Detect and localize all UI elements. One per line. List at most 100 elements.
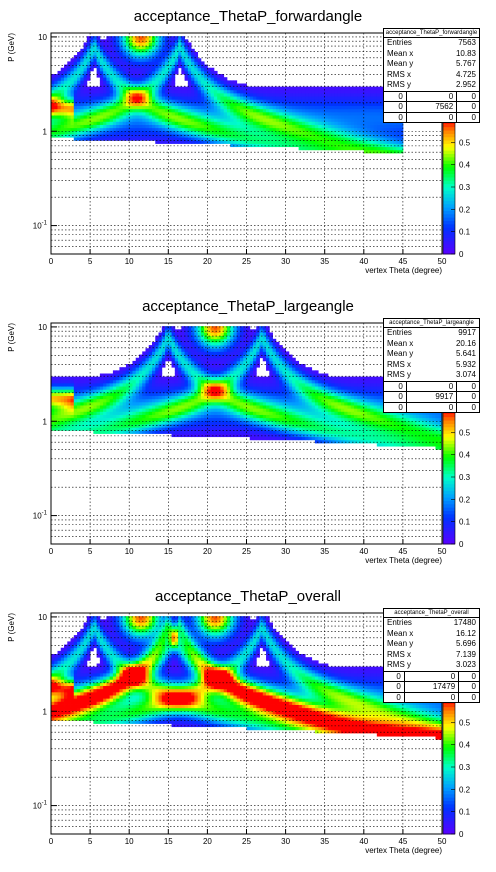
- heatmap-cell: [200, 408, 205, 412]
- heatmap-cell: [129, 45, 133, 50]
- heatmap-cell: [295, 92, 300, 97]
- heatmap-cell: [318, 124, 322, 129]
- heatmap-cell: [158, 364, 163, 368]
- heatmap-cell: [125, 102, 130, 107]
- heatmap-cell: [266, 348, 270, 352]
- heatmap-cell: [279, 408, 283, 412]
- heatmap-cell: [233, 140, 238, 144]
- heatmap-cell: [83, 376, 88, 381]
- heatmap-cell: [226, 124, 231, 129]
- heatmap-cell: [77, 395, 81, 400]
- heatmap-cell: [305, 367, 309, 371]
- heatmap-cell: [152, 130, 156, 135]
- heatmap-cell: [220, 420, 225, 425]
- heatmap-cell: [239, 401, 244, 406]
- grid-lines: [50, 33, 443, 255]
- heatmap-cell: [64, 127, 68, 132]
- heatmap-cell: [272, 143, 277, 148]
- heatmap-cell: [340, 102, 345, 107]
- heatmap-cell: [155, 348, 159, 352]
- heatmap-cell: [269, 105, 273, 110]
- heatmap-cell: [217, 86, 221, 91]
- heatmap-cell: [171, 80, 176, 84]
- heatmap-cell: [262, 430, 267, 434]
- heatmap-cell: [253, 386, 257, 390]
- heatmap-cell: [90, 64, 94, 69]
- heatmap-cell: [148, 420, 153, 425]
- heatmap-cell: [331, 115, 335, 119]
- heatmap-cell: [194, 102, 199, 107]
- heatmap-cell: [243, 108, 247, 113]
- heatmap-cell: [191, 51, 195, 56]
- heatmap-cell: [259, 341, 264, 346]
- heatmap-cell: [112, 124, 117, 129]
- heatmap-cell: [135, 386, 140, 390]
- heatmap-cell: [152, 414, 156, 419]
- heatmap-cell: [220, 414, 225, 419]
- heatmap-cell: [321, 86, 326, 91]
- heatmap-cell: [184, 134, 189, 138]
- heatmap-cell: [165, 118, 169, 122]
- heatmap-cell: [236, 83, 241, 88]
- heatmap-cell: [178, 417, 182, 422]
- heatmap-cell: [226, 433, 231, 438]
- heatmap-cell: [125, 420, 130, 425]
- heatmap-cell: [135, 48, 140, 53]
- heatmap-cell: [262, 357, 267, 362]
- heatmap-cell: [272, 115, 277, 119]
- heatmap-cell: [86, 99, 91, 103]
- heatmap-cell: [174, 427, 179, 431]
- heatmap-cell: [308, 401, 313, 406]
- heatmap-cell: [204, 108, 208, 113]
- heatmap-cell: [275, 108, 280, 113]
- heatmap-cell: [233, 427, 238, 431]
- heatmap-cell: [370, 127, 374, 132]
- heatmap-cell: [223, 118, 228, 122]
- heatmap-cell: [266, 382, 270, 387]
- heatmap-cell: [57, 411, 62, 415]
- heatmap-cell: [181, 341, 185, 346]
- heatmap-cell: [327, 140, 332, 144]
- heatmap-cell: [116, 55, 120, 59]
- heatmap-cell: [223, 77, 228, 81]
- heatmap-cell: [279, 105, 283, 110]
- heatmap-cell: [142, 96, 146, 100]
- heatmap-cell: [103, 105, 107, 110]
- heatmap-cell: [380, 121, 384, 125]
- heatmap-cell: [187, 395, 192, 400]
- heatmap-cell: [266, 99, 270, 103]
- heatmap-cell: [135, 39, 140, 43]
- heatmap-cell: [138, 386, 143, 390]
- heatmap-cell: [191, 379, 195, 384]
- heatmap-cell: [288, 417, 293, 422]
- heatmap-cell: [269, 405, 273, 409]
- heatmap-cell: [223, 424, 228, 428]
- heatmap-cell: [125, 45, 130, 50]
- heatmap-cell: [327, 134, 332, 138]
- heatmap-cell: [109, 64, 114, 69]
- heatmap-cell: [158, 42, 163, 47]
- heatmap-cell: [259, 395, 264, 400]
- heatmap-cell: [217, 376, 221, 381]
- heatmap-cell: [249, 364, 254, 368]
- heatmap-cell: [187, 398, 192, 403]
- heatmap-cell: [161, 398, 166, 403]
- heatmap-cell: [321, 124, 326, 129]
- heatmap-cell: [266, 436, 270, 441]
- heatmap-cell: [70, 395, 75, 400]
- heatmap-cell: [217, 420, 221, 425]
- heatmap-cell: [54, 102, 58, 107]
- heatmap-cell: [165, 48, 169, 53]
- heatmap-cell: [171, 115, 176, 119]
- heatmap-cell: [194, 367, 199, 371]
- heatmap-cell: [187, 389, 192, 393]
- heatmap-cell: [152, 55, 156, 59]
- heatmap-cell: [148, 364, 153, 368]
- heatmap-cell: [155, 61, 159, 65]
- heatmap-cell: [269, 398, 273, 403]
- heatmap-cell: [51, 417, 55, 422]
- heatmap-cell: [132, 127, 137, 132]
- heatmap-cell: [99, 382, 104, 387]
- heatmap-cell: [57, 99, 62, 103]
- heatmap-cell: [93, 124, 98, 129]
